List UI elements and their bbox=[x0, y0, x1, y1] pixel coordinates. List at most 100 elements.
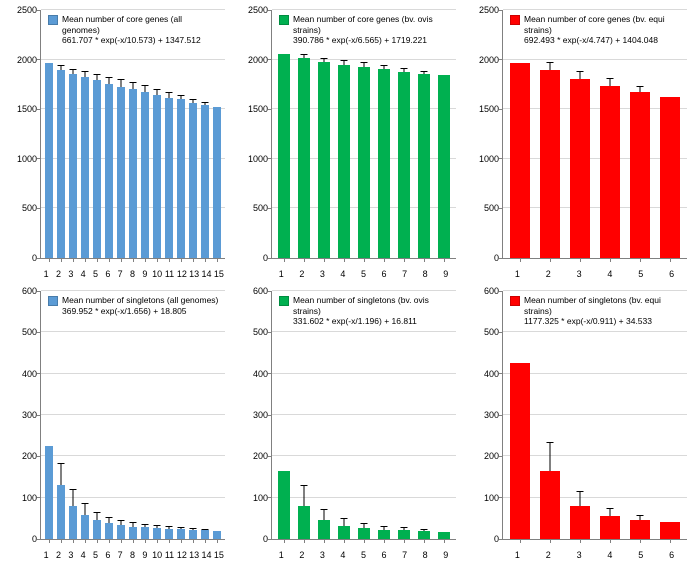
xtick-mark bbox=[73, 539, 74, 543]
bar-slot bbox=[274, 10, 294, 258]
xtick-label: 3 bbox=[68, 550, 73, 560]
bar-slot bbox=[199, 291, 211, 539]
ytick-label: 1500 bbox=[469, 104, 499, 114]
xtick-label: 5 bbox=[638, 550, 643, 560]
bar bbox=[660, 522, 679, 539]
bar bbox=[201, 530, 209, 539]
xtick-label: 4 bbox=[81, 269, 86, 279]
bar-slot bbox=[187, 291, 199, 539]
xtick-label: 3 bbox=[577, 550, 582, 560]
bar bbox=[338, 65, 351, 258]
bar-slot bbox=[625, 10, 655, 258]
bars-container bbox=[503, 291, 687, 539]
ytick-label: 1500 bbox=[238, 104, 268, 114]
xtick-mark bbox=[217, 539, 218, 543]
bar bbox=[398, 530, 411, 539]
xtick-mark bbox=[520, 539, 521, 543]
bar bbox=[177, 529, 185, 539]
bar-slot bbox=[374, 10, 394, 258]
bar bbox=[93, 520, 101, 539]
bar bbox=[117, 87, 125, 258]
xtick-mark bbox=[133, 539, 134, 543]
ytick-label: 0 bbox=[469, 534, 499, 544]
xtick-label: 7 bbox=[118, 269, 123, 279]
xtick-mark bbox=[133, 258, 134, 262]
xtick-mark bbox=[205, 258, 206, 262]
bar-slot bbox=[115, 10, 127, 258]
figure: 1234567891011121314150500100015002000250… bbox=[0, 0, 697, 566]
bar bbox=[105, 523, 113, 539]
xtick-label: 15 bbox=[214, 269, 224, 279]
xtick-label: 2 bbox=[299, 269, 304, 279]
bar-slot bbox=[43, 10, 55, 258]
xtick-mark bbox=[193, 539, 194, 543]
ytick-label: 0 bbox=[7, 253, 37, 263]
chart-area: 0100200300400500600 bbox=[502, 291, 687, 540]
bar-slot bbox=[67, 291, 79, 539]
bar bbox=[570, 79, 589, 258]
bar-slot bbox=[314, 291, 334, 539]
chart-panel: 1234567891011121314150500100015002000250… bbox=[4, 4, 231, 281]
ytick-label: 300 bbox=[238, 410, 268, 420]
ytick-label: 200 bbox=[7, 451, 37, 461]
xtick-mark bbox=[550, 539, 551, 543]
bars-container bbox=[41, 291, 225, 539]
xtick-mark bbox=[169, 539, 170, 543]
ytick-label: 100 bbox=[238, 493, 268, 503]
xtick-mark bbox=[364, 258, 365, 262]
xtick-label: 8 bbox=[423, 269, 428, 279]
ytick-label: 2500 bbox=[469, 5, 499, 15]
chart-panel: 1234567891011121314150100200300400500600… bbox=[4, 285, 231, 562]
bar bbox=[189, 103, 197, 258]
xtick-mark bbox=[640, 258, 641, 262]
bar-slot bbox=[91, 291, 103, 539]
bar bbox=[418, 531, 431, 539]
xtick-label: 12 bbox=[177, 269, 187, 279]
bar-slot bbox=[91, 10, 103, 258]
xtick-label: 3 bbox=[320, 550, 325, 560]
xtick-mark bbox=[97, 258, 98, 262]
xtick-label: 14 bbox=[201, 269, 211, 279]
bar bbox=[358, 528, 371, 539]
xtick-label: 8 bbox=[130, 269, 135, 279]
bar-slot bbox=[103, 10, 115, 258]
bar-slot bbox=[414, 291, 434, 539]
xtick-label: 10 bbox=[152, 269, 162, 279]
bar bbox=[630, 520, 649, 539]
xtick-mark bbox=[73, 258, 74, 262]
xtick-label: 8 bbox=[130, 550, 135, 560]
xtick-mark bbox=[304, 258, 305, 262]
ytick-label: 300 bbox=[7, 410, 37, 420]
xtick-mark bbox=[61, 539, 62, 543]
bar bbox=[81, 77, 89, 258]
xtick-label: 6 bbox=[669, 550, 674, 560]
chart-area: 0100200300400500600 bbox=[40, 291, 225, 540]
ytick-label: 600 bbox=[469, 286, 499, 296]
bar bbox=[117, 525, 125, 539]
xtick-label: 1 bbox=[44, 550, 49, 560]
xtick-mark bbox=[217, 258, 218, 262]
bar bbox=[398, 72, 411, 258]
bar-slot bbox=[55, 291, 67, 539]
xtick-label: 1 bbox=[279, 269, 284, 279]
ytick-label: 100 bbox=[7, 493, 37, 503]
chart-panel: 1234567890100200300400500600Mean number … bbox=[235, 285, 462, 562]
xtick-mark bbox=[404, 539, 405, 543]
chart-area: 05001000150020002500 bbox=[502, 10, 687, 259]
xtick-label: 5 bbox=[93, 550, 98, 560]
xtick-label: 5 bbox=[638, 269, 643, 279]
ytick-label: 400 bbox=[238, 369, 268, 379]
bar bbox=[510, 63, 529, 258]
bar bbox=[57, 70, 65, 258]
ytick-label: 400 bbox=[469, 369, 499, 379]
bar bbox=[165, 98, 173, 258]
bar bbox=[213, 107, 221, 258]
bar-slot bbox=[127, 291, 139, 539]
bar bbox=[129, 527, 137, 539]
xtick-mark bbox=[121, 539, 122, 543]
bar bbox=[298, 58, 311, 258]
xtick-label: 7 bbox=[118, 550, 123, 560]
bar-slot bbox=[595, 10, 625, 258]
xtick-label: 2 bbox=[56, 269, 61, 279]
bar-slot bbox=[211, 10, 223, 258]
